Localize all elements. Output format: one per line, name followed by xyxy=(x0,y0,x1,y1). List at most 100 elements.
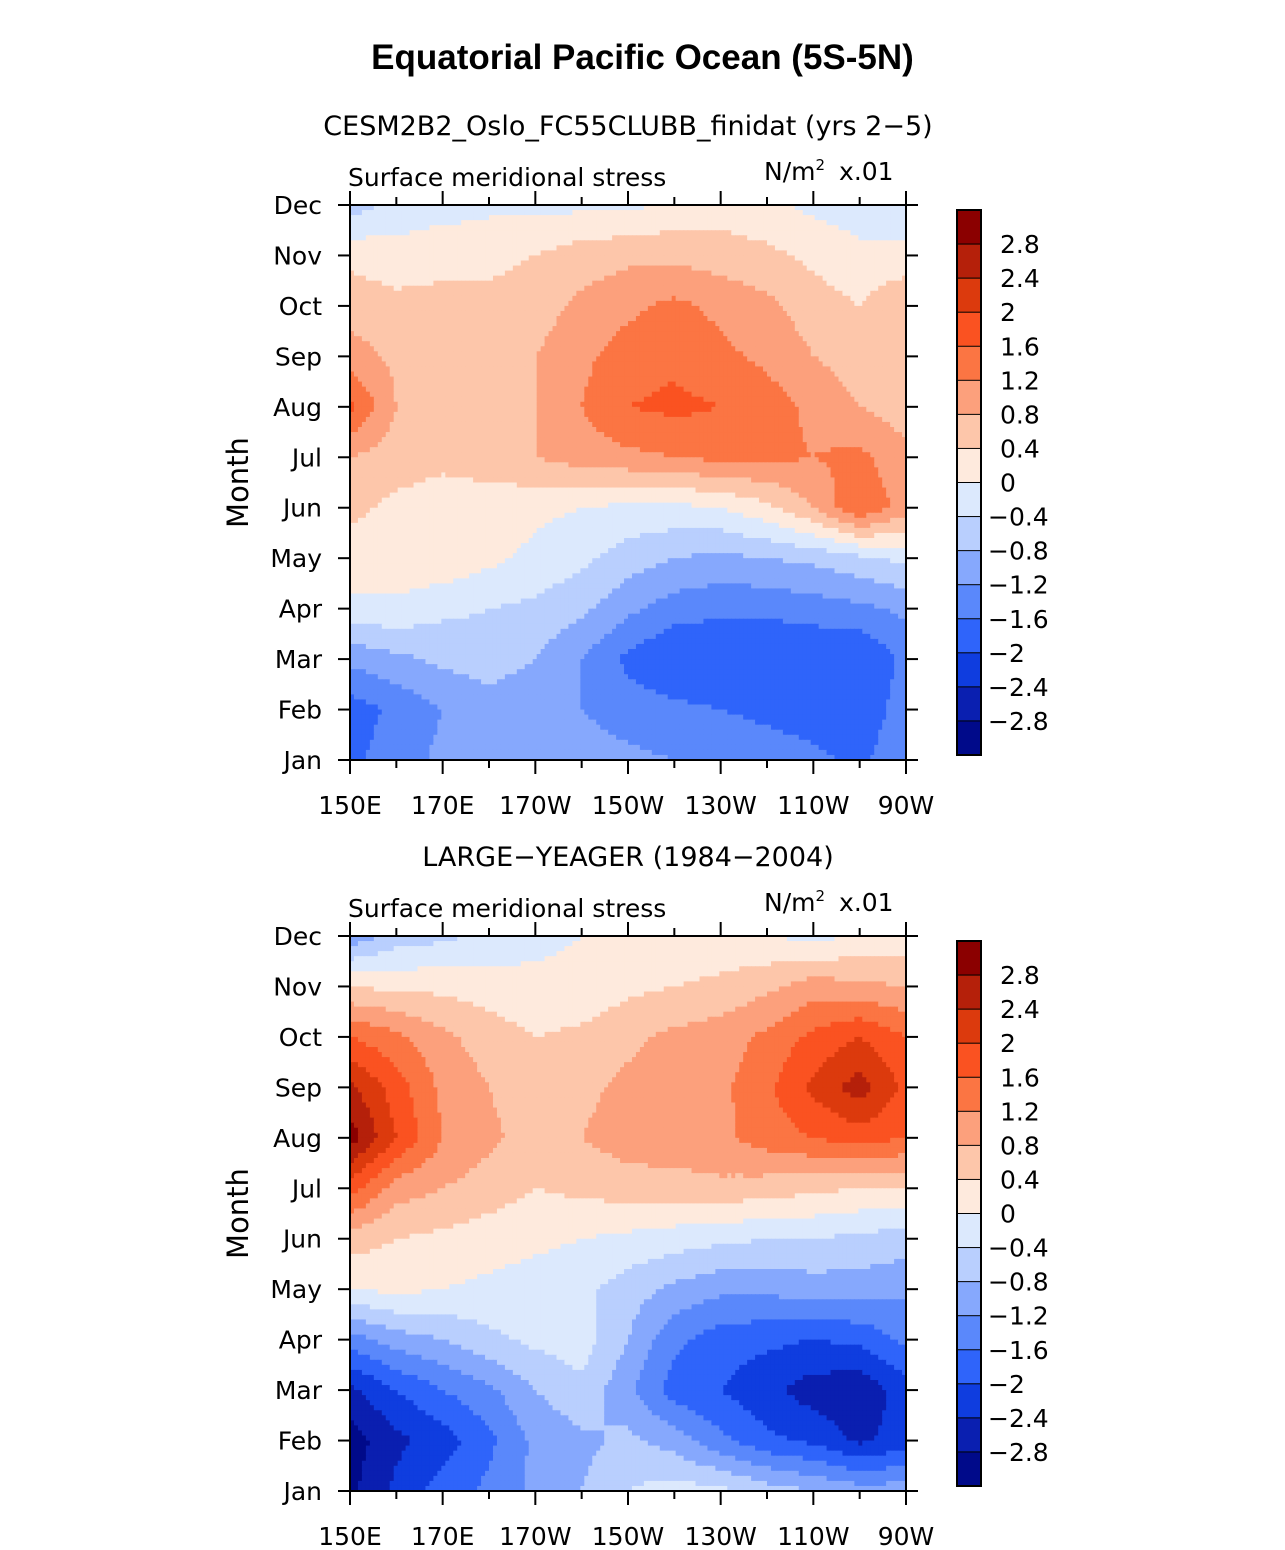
field-cell xyxy=(504,381,510,388)
field-cell xyxy=(878,240,883,246)
field-cell xyxy=(866,270,871,277)
field-cell xyxy=(580,331,585,337)
field-cell xyxy=(866,230,871,236)
field-cell xyxy=(445,255,450,262)
field-cell xyxy=(755,336,760,342)
field-cell xyxy=(854,205,859,211)
field-cell xyxy=(874,290,879,297)
field-cell xyxy=(405,321,411,327)
field-cell xyxy=(747,356,752,363)
field-cell xyxy=(655,371,661,378)
field-cell xyxy=(874,230,879,236)
field-cell xyxy=(572,346,577,352)
field-cell xyxy=(620,341,625,347)
field-cell xyxy=(596,331,601,337)
field-cell xyxy=(600,225,605,231)
field-cell xyxy=(667,240,673,246)
field-cell xyxy=(902,265,906,272)
field-cell xyxy=(774,235,780,241)
field-cell xyxy=(492,310,498,317)
field-cell xyxy=(357,351,363,357)
field-cell xyxy=(604,235,609,241)
field-cell xyxy=(830,265,836,272)
field-cell xyxy=(767,321,772,327)
field-cell xyxy=(683,260,689,267)
field-cell xyxy=(898,215,903,221)
field-cell xyxy=(409,321,415,327)
field-cell xyxy=(572,356,577,363)
field-cell xyxy=(520,260,526,267)
field-cell xyxy=(385,270,391,277)
field-cell xyxy=(735,215,740,221)
field-cell xyxy=(695,371,701,378)
field-cell xyxy=(401,285,407,292)
field-cell xyxy=(548,371,554,378)
field-cell xyxy=(449,376,454,383)
field-cell xyxy=(711,290,716,297)
field-cell xyxy=(707,245,712,252)
field-cell xyxy=(667,265,673,272)
field-cell xyxy=(882,230,887,236)
field-cell xyxy=(481,381,486,388)
field-cell xyxy=(620,220,625,226)
field-cell xyxy=(496,260,502,267)
field-cell xyxy=(528,346,534,352)
field-cell xyxy=(862,351,867,357)
field-cell xyxy=(767,225,772,231)
field-cell xyxy=(838,245,844,252)
field-cell xyxy=(882,366,887,373)
field-cell xyxy=(449,235,454,241)
field-cell xyxy=(786,371,792,378)
field-cell xyxy=(846,225,851,231)
field-cell xyxy=(850,356,855,363)
field-cell xyxy=(485,331,490,337)
field-cell xyxy=(878,361,883,368)
field-cell xyxy=(437,356,442,363)
field-cell xyxy=(437,205,442,211)
field-cell xyxy=(453,336,458,342)
field-cell xyxy=(524,235,530,241)
field-cell xyxy=(485,366,490,373)
field-cell xyxy=(723,260,728,267)
field-cell xyxy=(441,336,446,342)
field-cell xyxy=(810,376,816,383)
field-cell xyxy=(782,265,788,272)
field-cell xyxy=(770,210,776,216)
field-cell xyxy=(353,215,359,221)
field-cell xyxy=(830,260,836,267)
field-cell xyxy=(461,260,466,267)
field-cell xyxy=(465,215,470,221)
field-cell xyxy=(477,381,482,388)
field-cell xyxy=(731,316,736,322)
field-cell xyxy=(528,205,534,211)
field-cell xyxy=(719,321,724,327)
field-cell xyxy=(763,260,768,267)
field-cell xyxy=(683,371,689,378)
field-cell xyxy=(548,376,554,383)
field-cell xyxy=(385,285,391,292)
field-cell xyxy=(429,321,434,327)
field-cell xyxy=(834,220,840,226)
field-cell xyxy=(473,245,478,252)
field-cell xyxy=(826,351,832,357)
field-cell xyxy=(588,366,593,373)
field-cell xyxy=(822,300,828,307)
field-cell xyxy=(496,275,502,282)
field-cell xyxy=(377,351,383,357)
field-cell xyxy=(663,300,669,307)
field-cell xyxy=(695,326,701,332)
field-cell xyxy=(715,280,720,287)
field-cell xyxy=(600,205,605,211)
field-cell xyxy=(429,366,434,373)
field-cell xyxy=(389,210,395,216)
field-cell xyxy=(667,255,673,262)
field-cell xyxy=(846,366,851,373)
field-cell xyxy=(838,376,844,383)
field-cell xyxy=(401,300,407,307)
field-cell xyxy=(365,245,371,252)
field-cell xyxy=(508,326,514,332)
field-cell xyxy=(421,341,427,347)
field-cell xyxy=(866,240,871,246)
field-cell xyxy=(469,240,474,246)
field-cell xyxy=(552,210,558,216)
